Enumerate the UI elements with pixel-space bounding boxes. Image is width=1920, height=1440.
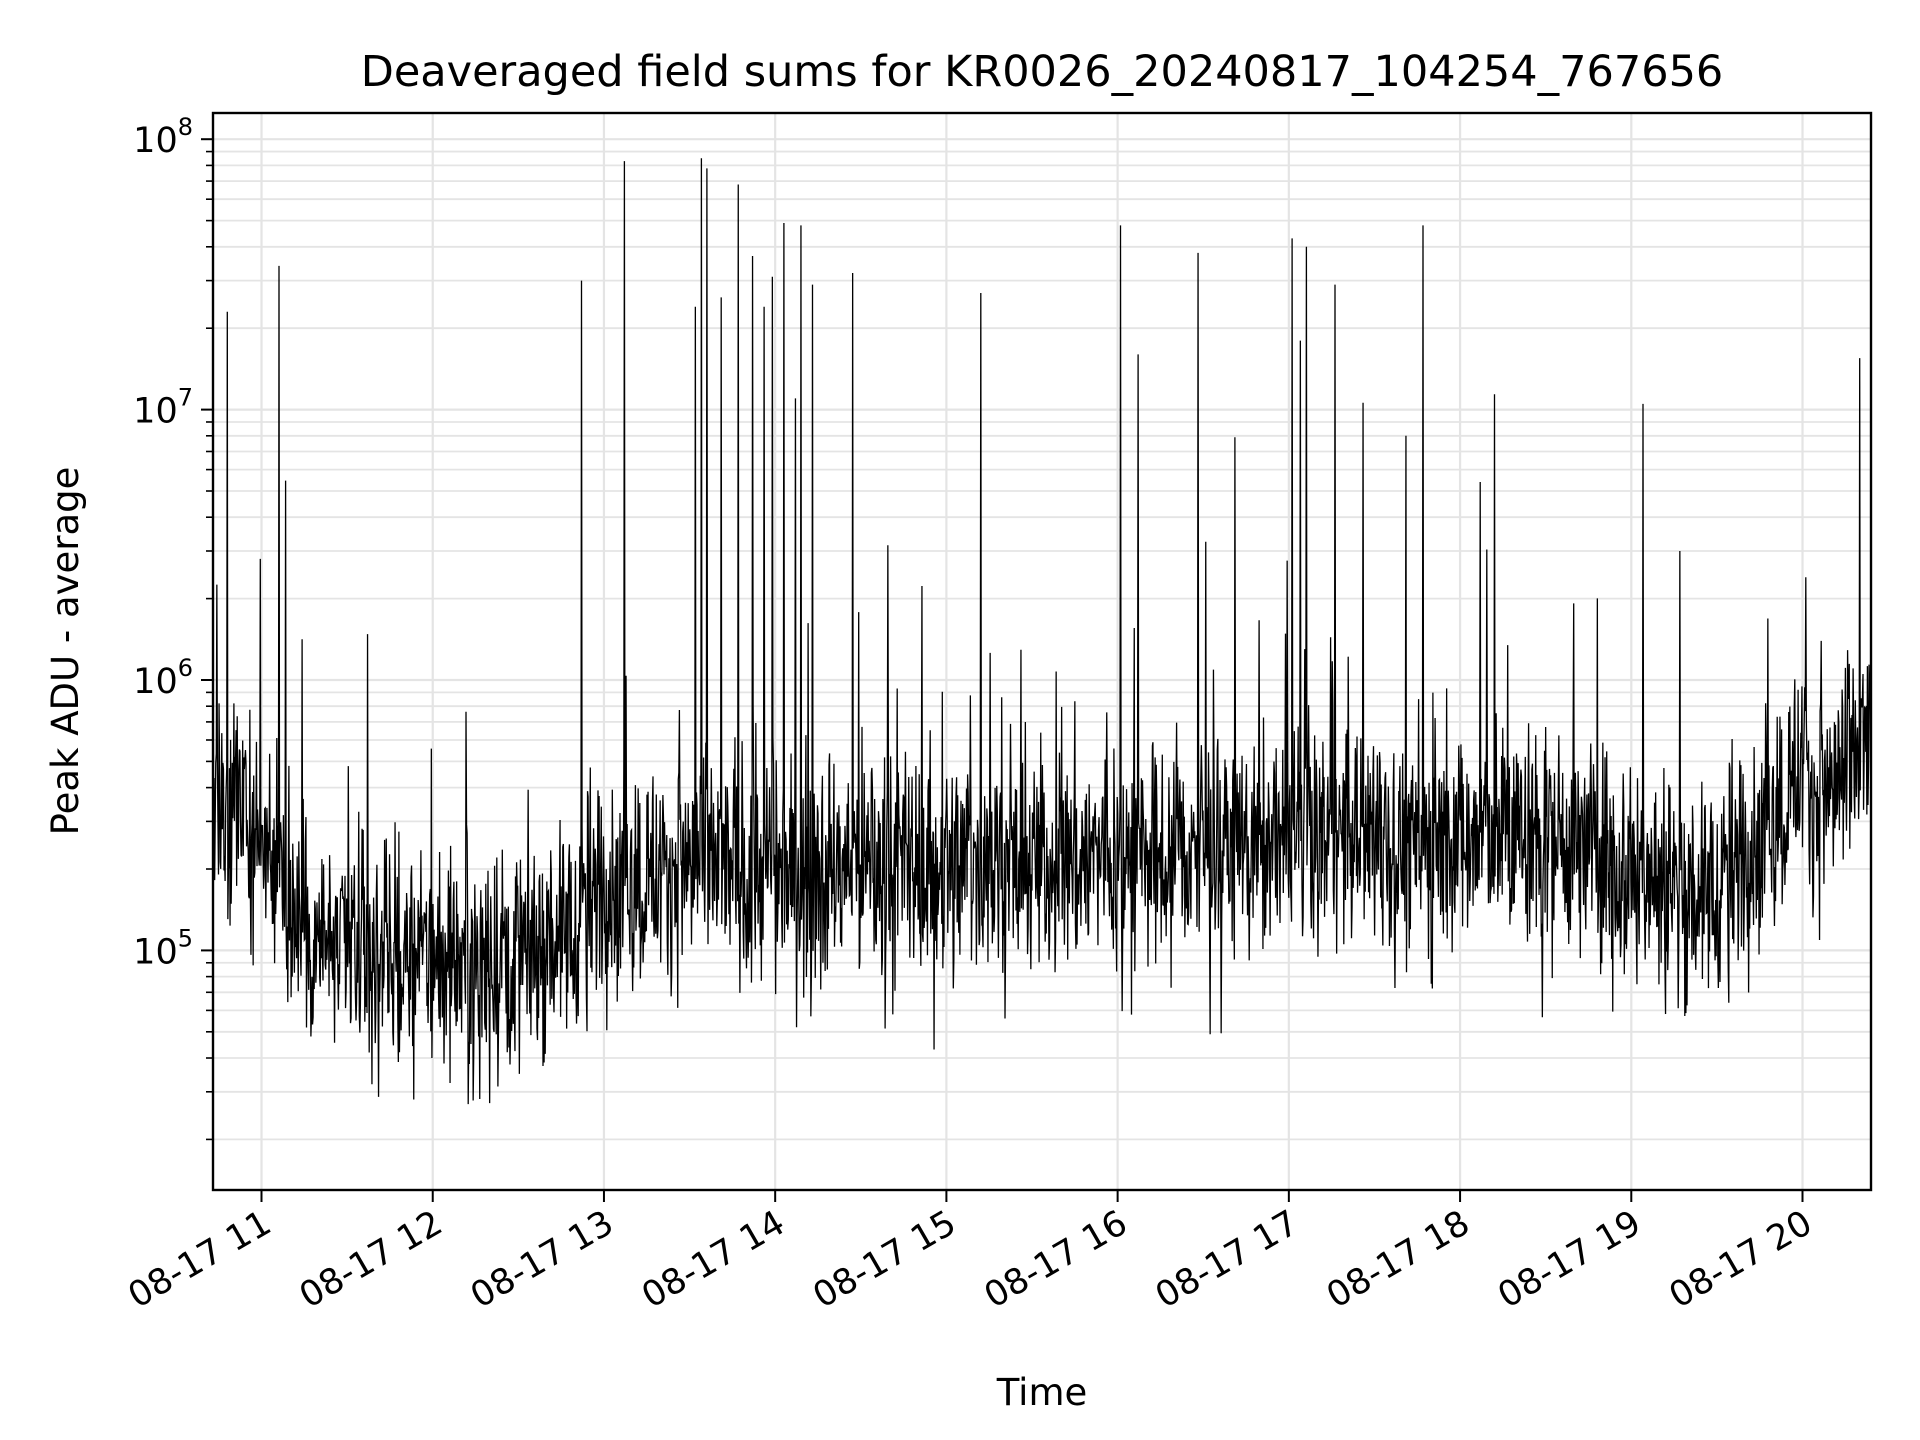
series-layer bbox=[212, 158, 1872, 1105]
x-axis-label: Time bbox=[996, 1371, 1088, 1414]
y-tick-label: 108 bbox=[133, 113, 193, 161]
y-tick-label: 107 bbox=[133, 384, 193, 432]
y-tick-label: 106 bbox=[133, 654, 193, 702]
chart-title: Deaveraged field sums for KR0026_2024081… bbox=[361, 47, 1724, 97]
y-tick-label: 105 bbox=[133, 924, 193, 972]
y-axis-label: Peak ADU - average bbox=[44, 467, 87, 836]
y-axis: 105 106 107 108 bbox=[133, 113, 213, 1141]
plot-frame bbox=[211, 111, 1873, 1192]
series-line bbox=[212, 158, 1872, 1105]
